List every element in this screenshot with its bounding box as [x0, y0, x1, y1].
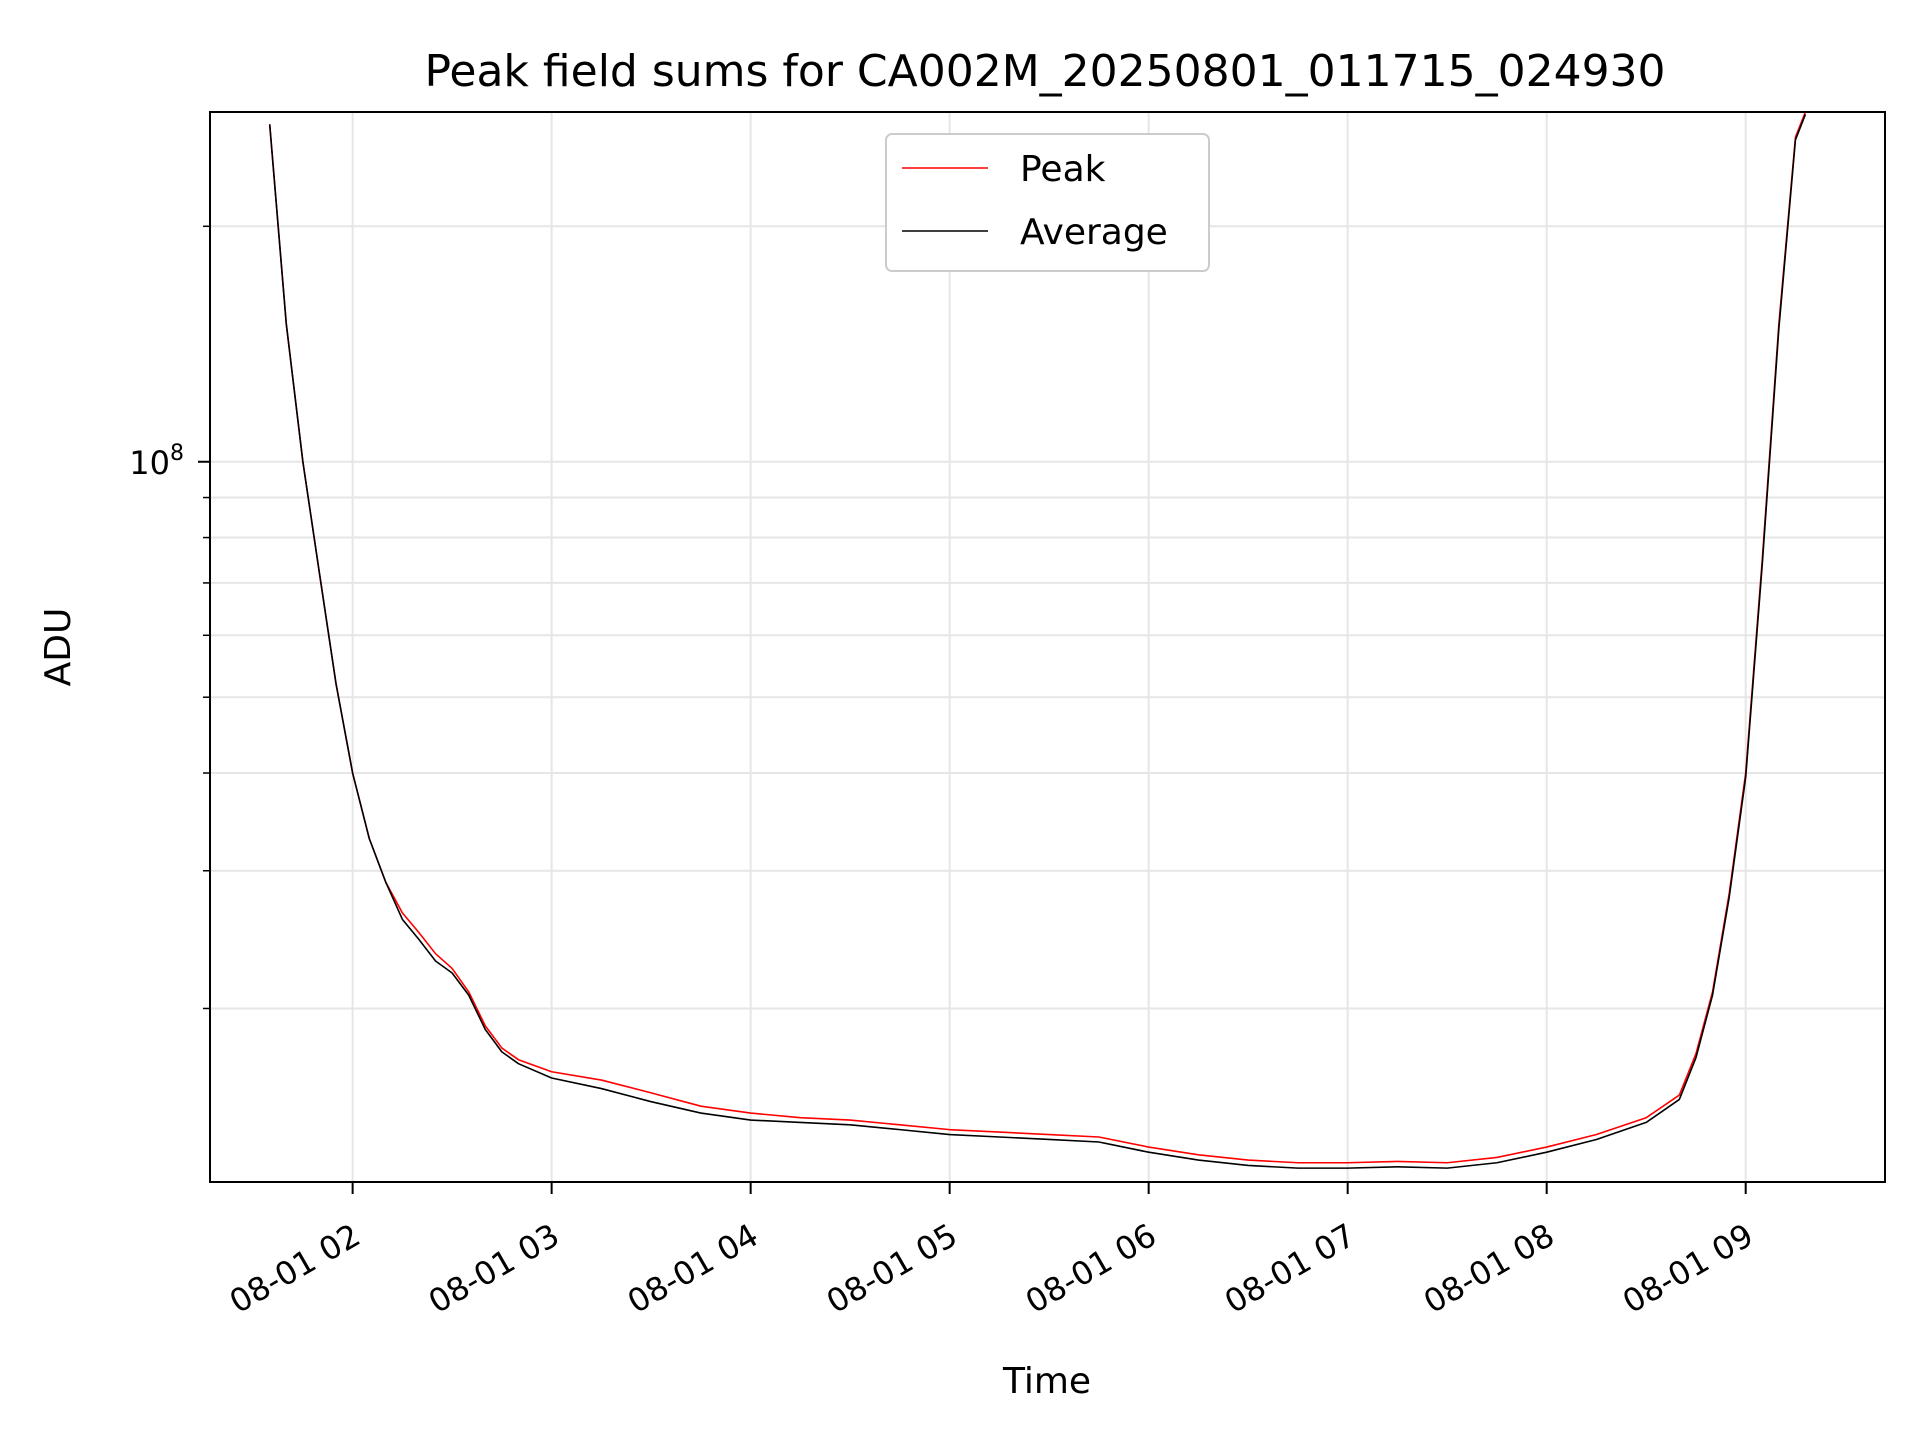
legend-peak-label: Peak [1020, 149, 1106, 190]
series-line-average [268, 114, 1807, 1169]
y-tick-label: 108 [129, 441, 184, 482]
series-group [268, 112, 1807, 1169]
y-tick-label-exponent: 8 [170, 441, 184, 466]
grid [210, 112, 1885, 1182]
series-line-peak [268, 112, 1807, 1164]
legend-average-label: Average [1020, 212, 1168, 253]
chart-title: Peak field sums for CA002M_20250801_0117… [424, 46, 1665, 97]
x-axis-label: Time [1002, 1361, 1091, 1402]
y-axis-label: ADU [38, 608, 79, 687]
legend: Peak Average [885, 133, 1210, 272]
plot-area-frame [209, 111, 1886, 1183]
y-tick-label-base: 10 [129, 444, 170, 482]
